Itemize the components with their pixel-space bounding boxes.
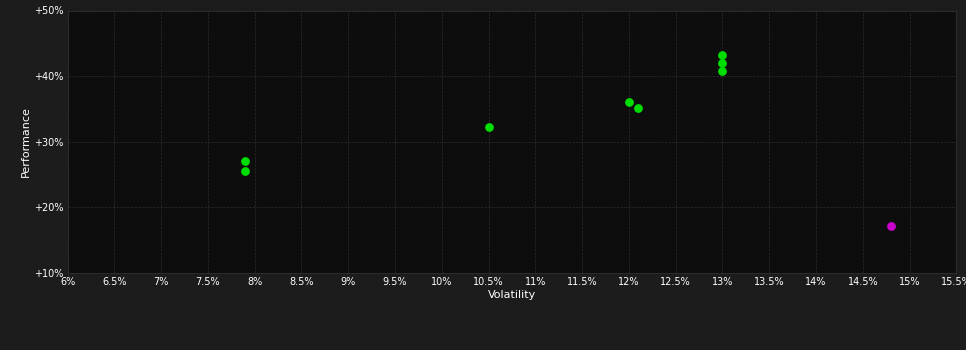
Point xyxy=(238,158,253,163)
Point xyxy=(715,52,730,58)
Point xyxy=(715,60,730,66)
Point xyxy=(883,223,898,229)
Point xyxy=(631,105,646,111)
Point xyxy=(481,124,497,130)
Point xyxy=(715,68,730,74)
X-axis label: Volatility: Volatility xyxy=(488,290,536,300)
Y-axis label: Performance: Performance xyxy=(21,106,31,177)
Point xyxy=(621,99,637,105)
Point xyxy=(238,168,253,174)
